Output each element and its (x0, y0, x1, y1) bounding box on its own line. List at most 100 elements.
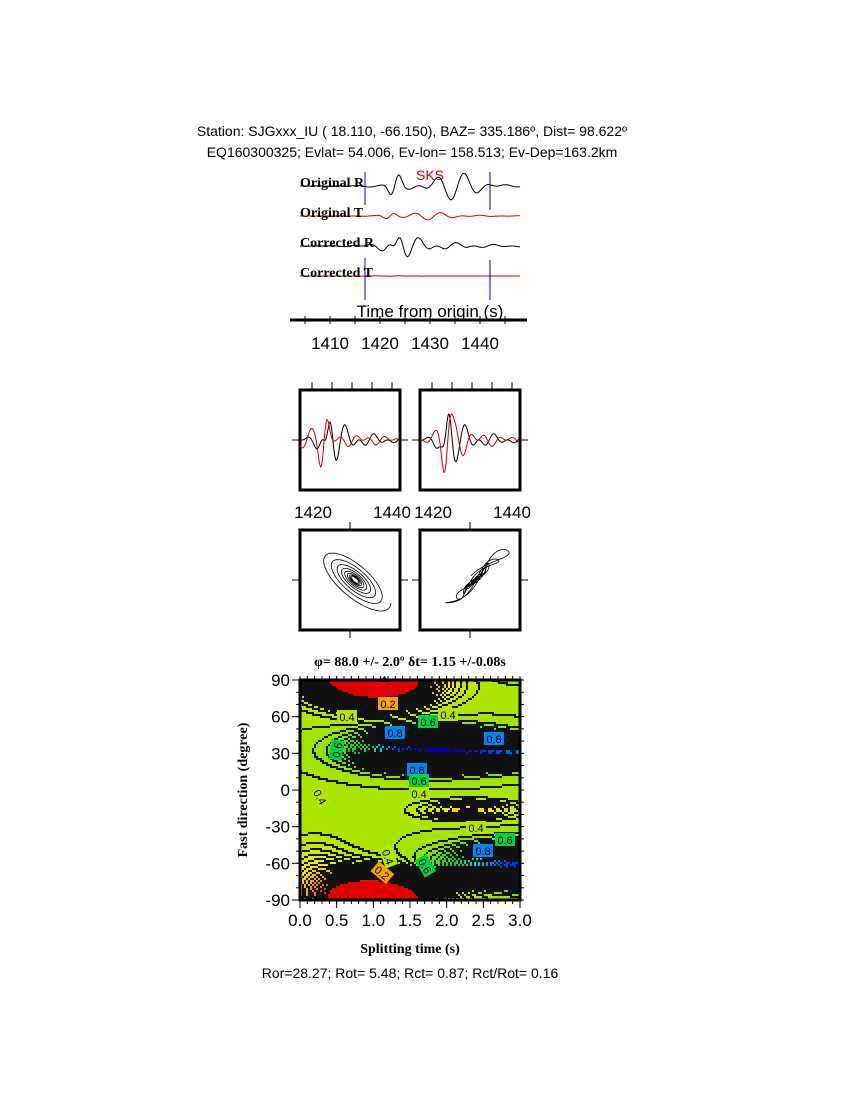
grid-cell (352, 746, 355, 749)
grid-cell (450, 744, 453, 747)
grid-cell (480, 760, 483, 763)
grid-cell (334, 710, 337, 713)
grid-cell (446, 690, 449, 693)
grid-cell (516, 754, 519, 757)
grid-cell (424, 688, 427, 691)
grid-cell (512, 718, 515, 721)
grid-cell (354, 738, 357, 741)
grid-cell (474, 708, 477, 711)
grid-cell (382, 762, 385, 765)
grid-cell (508, 702, 511, 705)
grid-cell (370, 692, 373, 695)
grid-cell (442, 702, 445, 705)
grid-cell (492, 690, 495, 693)
grid-cell (360, 740, 363, 743)
grid-cell (498, 750, 501, 753)
grid-cell (400, 754, 403, 757)
grid-cell (412, 728, 415, 731)
grid-cell (456, 706, 459, 709)
grid-cell (424, 754, 427, 757)
grid-cell (476, 712, 479, 715)
grid-cell (318, 686, 321, 689)
grid-cell (314, 740, 317, 743)
grid-cell (458, 718, 461, 721)
grid-cell (302, 694, 305, 697)
grid-cell (314, 724, 317, 727)
grid-cell (472, 724, 475, 727)
grid-cell (486, 716, 489, 719)
grid-cell (368, 762, 371, 765)
grid-cell (318, 682, 321, 685)
grid-cell (354, 744, 357, 747)
grid-cell (436, 734, 439, 737)
grid-cell (304, 758, 307, 761)
grid-cell (328, 704, 331, 707)
grid-cell (396, 768, 399, 771)
grid-cell (504, 686, 507, 689)
grid-cell (428, 766, 431, 769)
grid-cell (444, 746, 447, 749)
grid-cell (346, 684, 349, 687)
grid-cell (324, 760, 327, 763)
grid-cell (458, 742, 461, 745)
grid-cell (366, 722, 369, 725)
grid-cell (482, 696, 485, 699)
grid-cell (352, 750, 355, 753)
grid-cell (384, 690, 387, 693)
grid-cell (406, 746, 409, 749)
grid-cell (334, 684, 337, 687)
grid-cell (482, 704, 485, 707)
grid-cell (508, 704, 511, 707)
grid-cell (478, 696, 481, 699)
grid-cell (360, 766, 363, 769)
grid-cell (400, 758, 403, 761)
grid-cell (508, 686, 511, 689)
grid-cell (434, 708, 437, 711)
grid-cell (372, 704, 375, 707)
grid-cell (454, 686, 457, 689)
grid-cell (466, 748, 469, 751)
grid-cell (328, 762, 331, 765)
grid-cell (424, 698, 427, 701)
grid-cell (420, 734, 423, 737)
grid-cell (478, 766, 481, 769)
grid-cell (480, 694, 483, 697)
grid-cell (478, 684, 481, 687)
grid-cell (332, 718, 335, 721)
grid-cell (452, 694, 455, 697)
grid-cell (470, 722, 473, 725)
grid-cell (328, 738, 331, 741)
grid-cell (502, 694, 505, 697)
grid-cell (378, 724, 381, 727)
grid-cell (356, 766, 359, 769)
grid-cell (404, 740, 407, 743)
grid-cell (500, 728, 503, 731)
grid-cell (336, 688, 339, 691)
grid-cell (388, 722, 391, 725)
grid-cell (350, 738, 353, 741)
grid-cell (328, 740, 331, 743)
grid-cell (380, 752, 383, 755)
grid-cell (478, 734, 481, 737)
grid-cell (428, 756, 431, 759)
grid-cell (406, 708, 409, 711)
grid-cell (480, 718, 483, 721)
grid-cell (438, 768, 441, 771)
grid-cell (334, 686, 337, 689)
grid-cell (492, 726, 495, 729)
grid-cell (308, 744, 311, 747)
grid-cell (356, 708, 359, 711)
grid-cell (310, 754, 313, 757)
grid-cell (460, 742, 463, 745)
grid-cell (414, 684, 417, 687)
grid-cell (304, 756, 307, 759)
grid-cell (412, 726, 415, 729)
grid-cell (362, 704, 365, 707)
grid-cell (438, 682, 441, 685)
grid-cell (364, 754, 367, 757)
grid-cell (452, 724, 455, 727)
grid-cell (398, 742, 401, 745)
grid-cell (368, 684, 371, 687)
grid-cell (378, 756, 381, 759)
grid-cell (438, 694, 441, 697)
